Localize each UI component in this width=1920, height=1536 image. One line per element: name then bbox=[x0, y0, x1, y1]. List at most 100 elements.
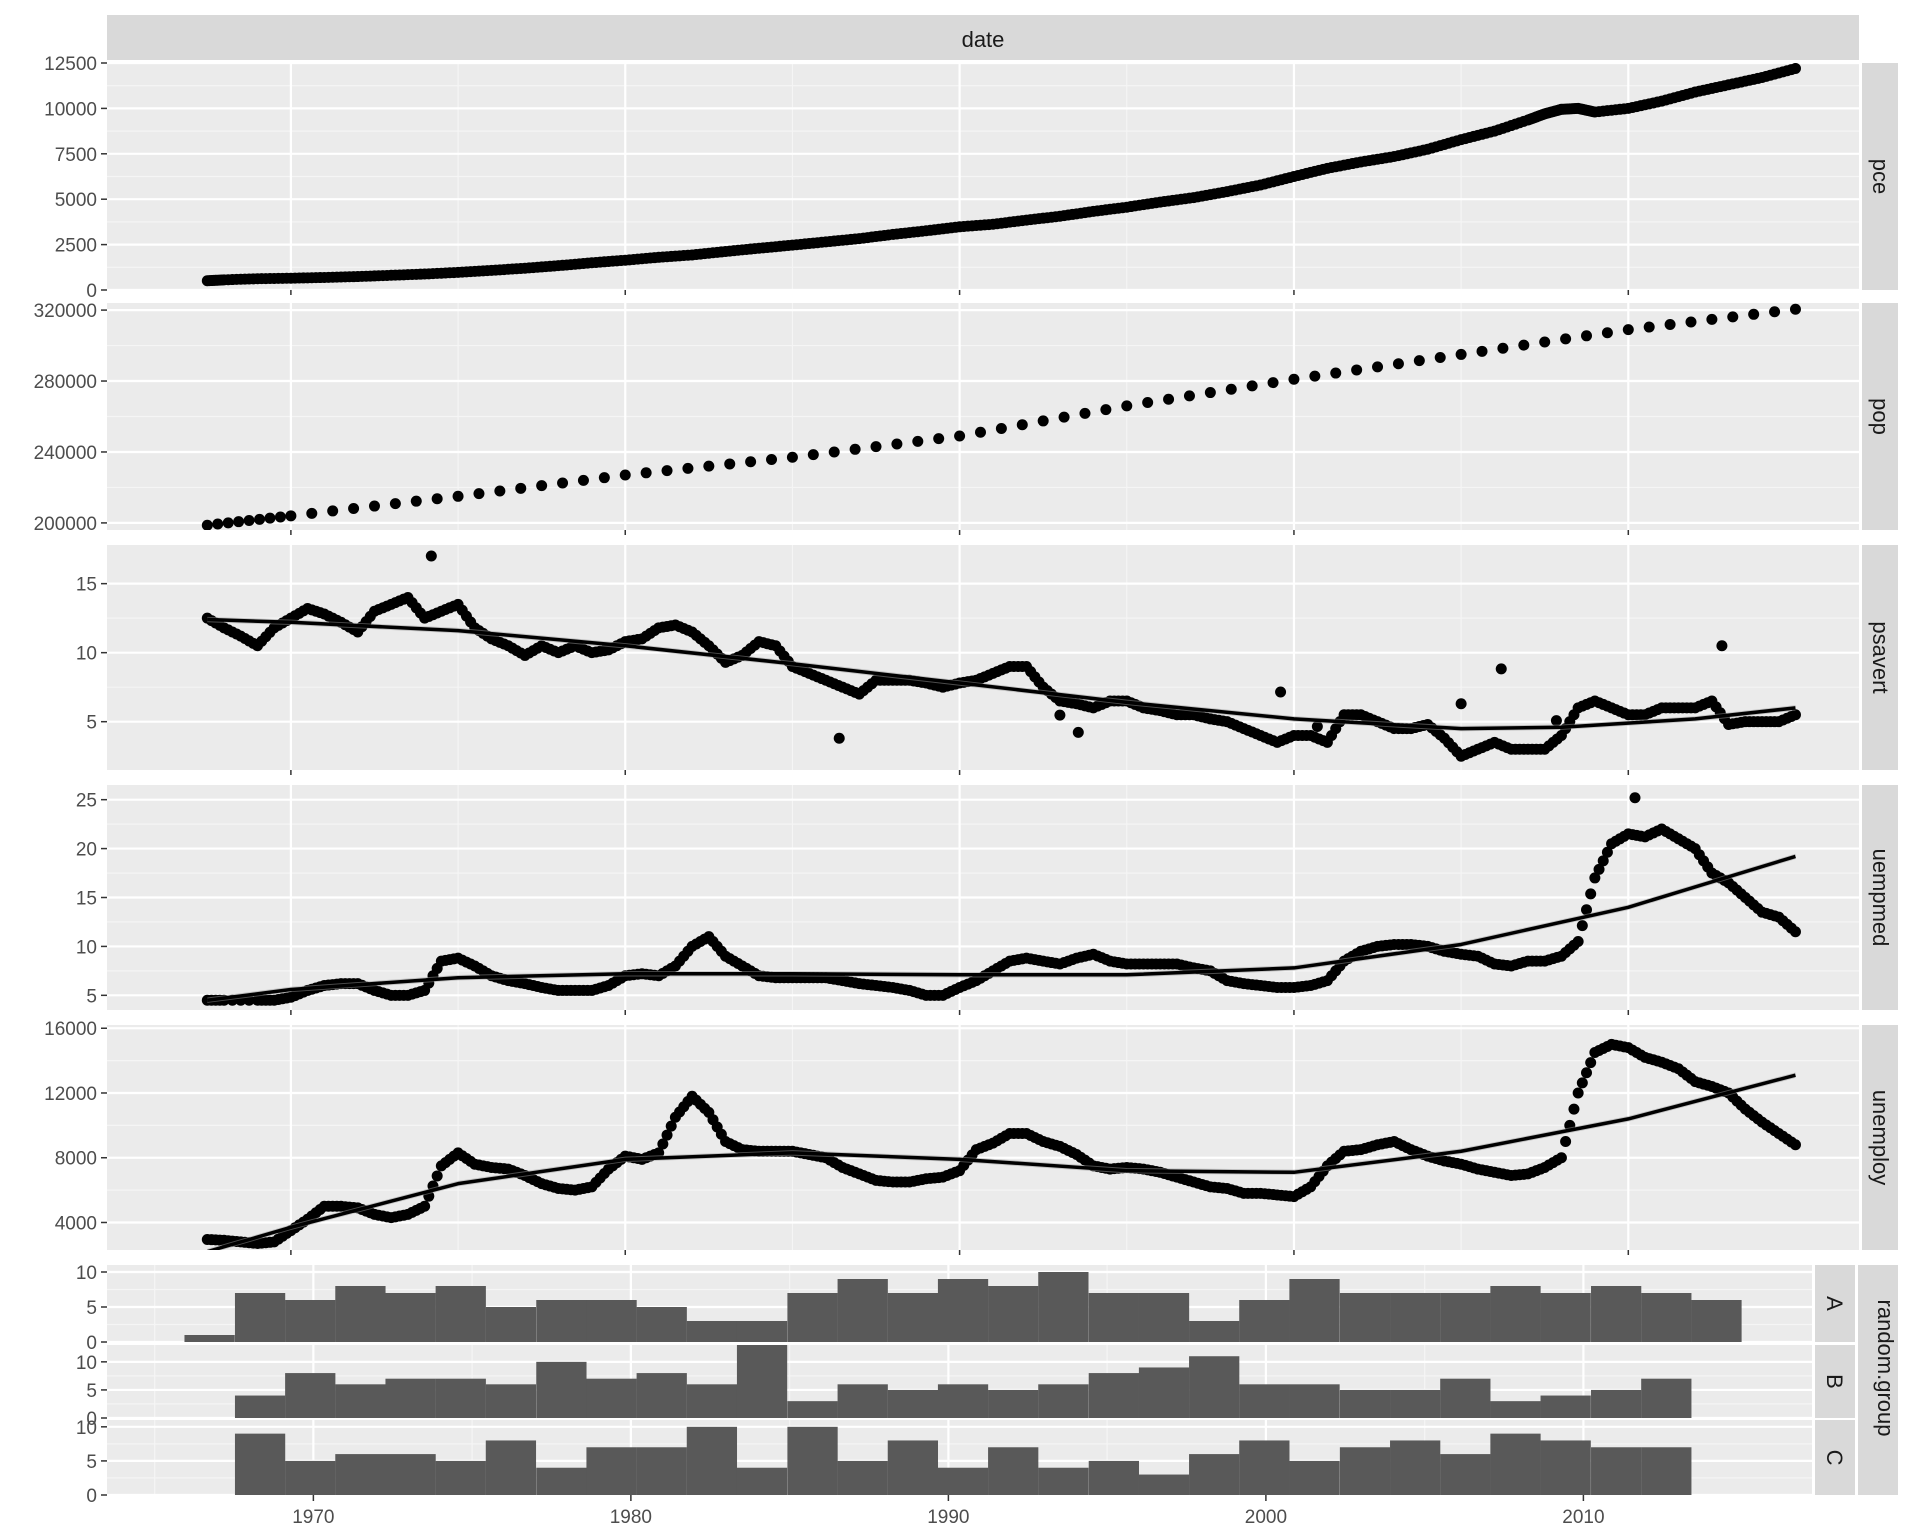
data-point bbox=[1275, 686, 1287, 698]
data-point bbox=[410, 495, 422, 507]
bar bbox=[1189, 1356, 1240, 1418]
bar bbox=[435, 1378, 486, 1418]
bar bbox=[435, 1286, 486, 1342]
fit-line-unemploy bbox=[206, 1073, 1796, 1250]
bar bbox=[636, 1373, 687, 1418]
bar-panels: 0 5 10 A 0 5 10 B 0 5 10 C bbox=[76, 1263, 1898, 1507]
data-point bbox=[1037, 415, 1049, 427]
bar bbox=[1440, 1378, 1491, 1418]
points-uempmed bbox=[201, 792, 1801, 1006]
y-tick-label: 20 bbox=[76, 840, 97, 861]
data-point bbox=[285, 510, 297, 522]
y-tick-label: 10 bbox=[76, 937, 97, 958]
data-point bbox=[1142, 397, 1154, 409]
bar bbox=[887, 1389, 939, 1418]
bar bbox=[285, 1460, 336, 1495]
bar bbox=[1691, 1300, 1742, 1342]
bar bbox=[1239, 1384, 1290, 1418]
bar bbox=[1189, 1454, 1240, 1495]
strip-B bbox=[1815, 1345, 1855, 1418]
data-point bbox=[1100, 404, 1112, 416]
panel-pop: 200000 240000 280000 320000 pop bbox=[34, 301, 1898, 535]
bar bbox=[1138, 1367, 1190, 1418]
bar bbox=[937, 1467, 989, 1495]
bar bbox=[1490, 1433, 1541, 1495]
data-point bbox=[786, 451, 798, 463]
bar bbox=[234, 1395, 286, 1418]
bar-panel-C: 0 5 10 C bbox=[76, 1418, 1855, 1507]
data-point bbox=[1413, 355, 1425, 367]
bar bbox=[937, 1279, 989, 1342]
y-tick-label: 0 bbox=[86, 1486, 97, 1507]
data-point bbox=[1518, 339, 1530, 351]
data-point bbox=[619, 469, 631, 481]
data-point bbox=[1550, 715, 1562, 727]
data-point bbox=[243, 515, 255, 527]
bar bbox=[586, 1378, 637, 1418]
bar bbox=[335, 1384, 386, 1418]
data-point bbox=[661, 465, 673, 477]
top-strip-label: date bbox=[962, 27, 1005, 52]
y-tick-label: 10000 bbox=[44, 99, 97, 120]
bar bbox=[686, 1384, 738, 1418]
data-point bbox=[1309, 370, 1321, 382]
data-point bbox=[1351, 364, 1363, 376]
data-point bbox=[703, 460, 715, 472]
data-point bbox=[1392, 358, 1404, 370]
y-tick-label: 0 bbox=[86, 281, 97, 302]
data-point bbox=[233, 516, 245, 528]
data-point bbox=[1572, 936, 1584, 948]
bar bbox=[1239, 1300, 1290, 1342]
data-point bbox=[222, 517, 234, 529]
bar bbox=[1189, 1321, 1240, 1342]
bar bbox=[1490, 1401, 1541, 1418]
points-psavert bbox=[201, 550, 1801, 762]
data-point bbox=[661, 1129, 673, 1141]
data-point bbox=[431, 493, 443, 505]
data-point bbox=[1121, 400, 1133, 412]
data-point bbox=[1072, 726, 1084, 738]
data-point bbox=[1581, 330, 1593, 342]
data-point bbox=[849, 443, 861, 455]
strip-uempmed bbox=[1862, 785, 1898, 1010]
bar bbox=[636, 1447, 687, 1495]
bar bbox=[485, 1307, 537, 1342]
data-point bbox=[1455, 348, 1467, 360]
bar bbox=[937, 1384, 989, 1418]
bar bbox=[586, 1447, 637, 1495]
bar bbox=[1390, 1293, 1441, 1342]
strip-label-unemploy: unemploy bbox=[1868, 1090, 1893, 1185]
data-point bbox=[954, 430, 966, 442]
data-point bbox=[1769, 306, 1781, 318]
data-point bbox=[1330, 367, 1342, 379]
y-tick-label: 280000 bbox=[34, 372, 97, 393]
bar bbox=[385, 1378, 436, 1418]
bar bbox=[1289, 1460, 1340, 1495]
data-point bbox=[425, 550, 437, 562]
y-tick-label: 15 bbox=[76, 575, 97, 596]
bar bbox=[1591, 1286, 1642, 1342]
bar bbox=[736, 1345, 788, 1418]
data-point bbox=[212, 518, 224, 530]
data-point bbox=[306, 507, 318, 519]
data-point bbox=[1585, 888, 1597, 900]
data-point bbox=[1716, 640, 1728, 652]
data-point bbox=[1581, 904, 1593, 916]
strip-label-C: C bbox=[1822, 1450, 1847, 1466]
data-point bbox=[807, 449, 819, 461]
bar bbox=[1540, 1440, 1591, 1495]
points-pce bbox=[201, 63, 1801, 287]
y-tick-label: 15 bbox=[76, 889, 97, 910]
bar bbox=[1138, 1293, 1190, 1342]
data-point bbox=[1643, 321, 1655, 333]
y-tick-label: 0 bbox=[86, 1409, 97, 1430]
bar bbox=[1440, 1293, 1491, 1342]
bar bbox=[1591, 1447, 1642, 1495]
y-tick-label: 320000 bbox=[34, 301, 97, 322]
bar bbox=[1641, 1447, 1692, 1495]
data-point bbox=[557, 477, 569, 489]
bar bbox=[686, 1321, 738, 1342]
bar bbox=[485, 1440, 537, 1495]
data-point bbox=[640, 467, 652, 479]
